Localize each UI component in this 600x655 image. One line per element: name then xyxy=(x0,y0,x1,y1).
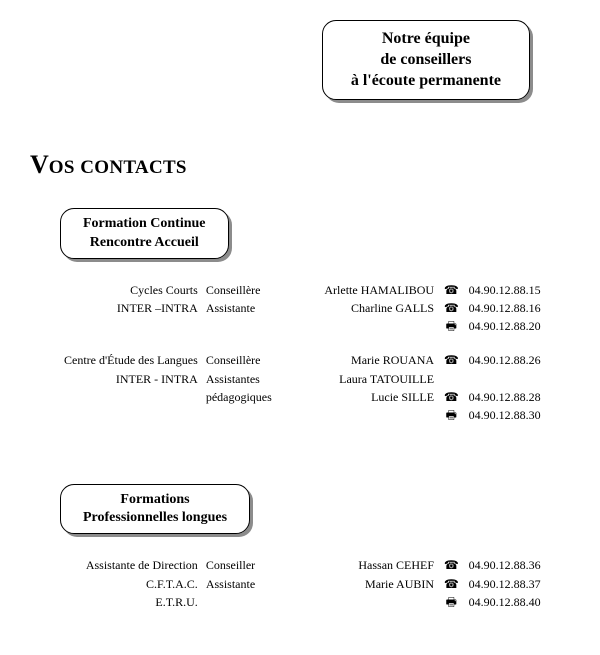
section1-title-line1: Formation Continue xyxy=(83,215,206,233)
phone-icon: ☎ xyxy=(438,388,465,406)
section2-box: Formations Professionnelles longues xyxy=(60,484,250,534)
header-line-1: Notre équipe xyxy=(351,29,501,50)
name-cell: Lucie SILLE xyxy=(302,388,438,406)
dept-cell: Assistante de Direction xyxy=(30,556,202,574)
section1-box: Formation Continue Rencontre Accueil xyxy=(60,208,229,258)
table-row: INTER –INTRA Assistante Charline GALLS ☎… xyxy=(30,299,570,317)
role-cell: Conseillère xyxy=(202,351,302,369)
phone-cell: 04.90.12.88.40 xyxy=(465,593,570,611)
section1-title-container: Formation Continue Rencontre Accueil xyxy=(60,208,570,258)
header-line-3: à l'écoute permanente xyxy=(351,71,501,92)
heading-rest-contacts: CONTACTS xyxy=(80,157,187,178)
name-cell: Marie ROUANA xyxy=(302,351,438,369)
header-box: Notre équipe de conseillers à l'écoute p… xyxy=(322,20,530,100)
role-cell: pédagogiques xyxy=(202,388,302,406)
role-cell: Assistante xyxy=(202,299,302,317)
table-row: C.F.T.A.C. Assistante Marie AUBIN ☎ 04.9… xyxy=(30,575,570,593)
phone-icon: ☎ xyxy=(438,351,465,369)
section1-title-line2: Rencontre Accueil xyxy=(83,234,206,252)
phone-cell: 04.90.12.88.28 xyxy=(465,388,570,406)
name-cell: Charline GALLS xyxy=(302,299,438,317)
role-cell: Conseillère xyxy=(202,281,302,299)
phone-icon: ☎ xyxy=(438,281,465,299)
table-row: pédagogiques Lucie SILLE ☎ 04.90.12.88.2… xyxy=(30,388,570,406)
heading-rest-os: OS xyxy=(49,157,75,178)
role-cell: Conseiller xyxy=(202,556,302,574)
dept-cell: INTER –INTRA xyxy=(30,299,202,317)
fax-icon: 🖶 xyxy=(438,593,465,611)
table-row: Assistante de Direction Conseiller Hassa… xyxy=(30,556,570,574)
section2-title-line2: Professionnelles longues xyxy=(83,509,227,527)
name-cell: Laura TATOUILLE xyxy=(302,370,438,388)
table-row: E.T.R.U. 🖶 04.90.12.88.40 xyxy=(30,593,570,611)
page: Notre équipe de conseillers à l'écoute p… xyxy=(0,0,600,655)
name-cell: Hassan CEHEF xyxy=(302,556,438,574)
dept-cell: INTER - INTRA xyxy=(30,370,202,388)
section2-title-container: Formations Professionnelles longues xyxy=(60,484,570,534)
dept-cell: Cycles Courts xyxy=(30,281,202,299)
name-cell: Marie AUBIN xyxy=(302,575,438,593)
phone-cell: 04.90.12.88.16 xyxy=(465,299,570,317)
phone-cell: 04.90.12.88.26 xyxy=(465,351,570,369)
phone-cell: 04.90.12.88.36 xyxy=(465,556,570,574)
section1-table: Cycles Courts Conseillère Arlette HAMALI… xyxy=(30,281,570,424)
table-row: Cycles Courts Conseillère Arlette HAMALI… xyxy=(30,281,570,299)
role-cell: Assistantes xyxy=(202,370,302,388)
phone-icon: ☎ xyxy=(438,575,465,593)
dept-cell: Centre d'Étude des Langues xyxy=(30,351,202,369)
heading-cap-v: V xyxy=(30,150,49,179)
phone-cell: 04.90.12.88.15 xyxy=(465,281,570,299)
dept-cell: E.T.R.U. xyxy=(30,593,202,611)
fax-icon: 🖶 xyxy=(438,317,465,335)
header-container: Notre équipe de conseillers à l'écoute p… xyxy=(30,20,530,100)
table-row: 🖶 04.90.12.88.20 xyxy=(30,317,570,335)
phone-cell: 04.90.12.88.37 xyxy=(465,575,570,593)
dept-cell: C.F.T.A.C. xyxy=(30,575,202,593)
phone-cell: 04.90.12.88.30 xyxy=(465,406,570,424)
section2-title-line1: Formations xyxy=(83,491,227,509)
table-spacer xyxy=(30,335,570,351)
header-line-2: de conseillers xyxy=(351,50,501,71)
table-row: 🖶 04.90.12.88.30 xyxy=(30,406,570,424)
phone-icon: ☎ xyxy=(438,299,465,317)
fax-icon: 🖶 xyxy=(438,406,465,424)
table-row: INTER - INTRA Assistantes Laura TATOUILL… xyxy=(30,370,570,388)
page-title: VOS CONTACTS xyxy=(30,150,570,180)
name-cell: Arlette HAMALIBOU xyxy=(302,281,438,299)
section2-table: Assistante de Direction Conseiller Hassa… xyxy=(30,556,570,611)
table-row: Centre d'Étude des Langues Conseillère M… xyxy=(30,351,570,369)
phone-icon: ☎ xyxy=(438,556,465,574)
phone-cell: 04.90.12.88.20 xyxy=(465,317,570,335)
role-cell: Assistante xyxy=(202,575,302,593)
